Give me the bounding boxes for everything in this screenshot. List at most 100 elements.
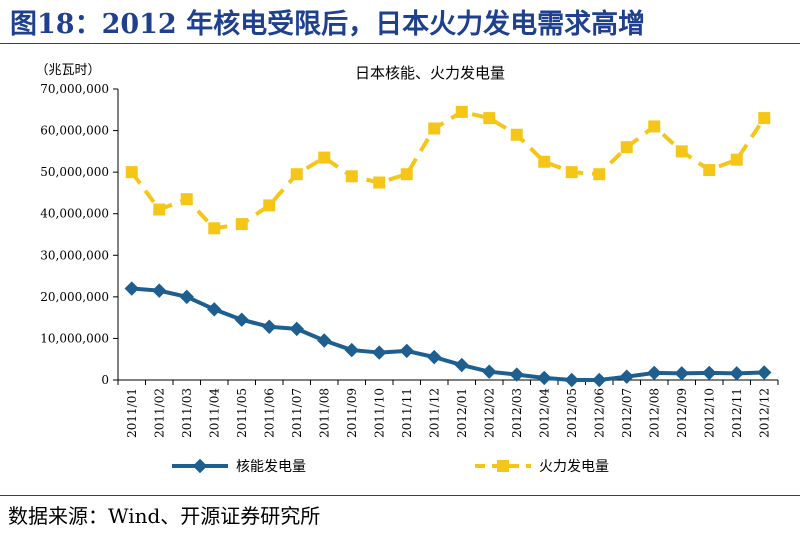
chart-title: 日本核能、火力发电量 [355,64,505,82]
data-point [537,370,552,386]
data-point [757,365,772,380]
data-point [234,312,249,327]
x-axis-ticks: 2011/01 2011/02 2011/03 2011/04 2011/05 2011/… [117,380,779,438]
x-tick-label: 2011/05 [235,388,249,438]
x-tick-label: 2011/07 [290,388,304,438]
data-point [318,151,331,164]
x-tick-label: 2011/06 [262,388,276,438]
x-tick-label: 2012/06 [592,388,606,438]
data-point [510,128,523,141]
data-point [124,281,139,296]
series-line [130,109,766,231]
data-point [730,153,743,166]
x-tick-label: 2012/04 [537,388,551,438]
line-chart: 日本核能、火力发电量 （兆瓦时） 0 10,000,000 20,000,000 30… [35,63,779,475]
data-point [372,345,387,360]
x-tick-label: 2012/09 [675,388,689,438]
x-tick-label: 2012/12 [757,388,771,438]
data-point [620,141,633,154]
x-tick-label: 2012/02 [482,388,496,438]
legend-item: 火力发电量 [475,459,609,475]
y-axis-label: （兆瓦时） [35,63,100,78]
data-point [125,166,138,179]
y-tick-label: 40,000,000 [40,207,109,221]
data-point [703,164,716,177]
title-divider [0,43,800,44]
data-point [262,319,277,334]
data-point [427,349,442,365]
data-point [482,364,497,379]
legend-label: 火力发电量 [539,459,609,475]
data-point [565,166,578,179]
data-point [152,283,167,298]
data-point [207,302,222,317]
x-tick-label: 2011/08 [317,388,331,438]
page-title: 图18：2012 年核电受限后，日本火力发电需求高增 [10,9,646,40]
y-tick-label: 0 [101,373,109,387]
data-point [317,333,332,348]
data-point [428,122,441,135]
y-tick-label: 60,000,000 [40,124,109,138]
y-tick-label: 50,000,000 [40,165,109,179]
data-point [373,176,386,189]
legend: 核能发电量 火力发电量 [172,458,609,475]
data-point [674,366,689,381]
data-point [619,369,634,384]
data-point [702,365,717,381]
x-tick-label: 2012/10 [702,388,716,438]
x-tick-label: 2011/04 [207,388,221,438]
series-nuclear [124,281,772,388]
x-tick-label: 2011/02 [152,388,166,438]
data-point [729,366,744,381]
y-tick-label: 30,000,000 [40,248,109,262]
y-tick-label: 20,000,000 [40,290,109,304]
x-tick-label: 2011/12 [427,388,441,438]
y-tick-label: 10,000,000 [40,331,109,345]
data-point [538,155,551,168]
data-point [675,145,688,158]
x-tick-label: 2012/08 [647,388,661,438]
x-tick-label: 2011/01 [125,388,139,438]
data-point [593,168,606,181]
x-tick-label: 2011/11 [400,388,414,438]
data-point [758,112,771,125]
data-point [153,203,166,216]
data-point [509,367,524,382]
x-tick-label: 2012/07 [620,388,634,438]
data-point [647,365,662,381]
data-point [454,357,469,373]
data-point [399,343,414,359]
axes [117,89,778,381]
x-tick-label: 2012/05 [565,388,579,438]
data-point [290,168,303,181]
legend-marker [192,458,208,474]
data-point [400,168,413,181]
legend-marker [497,460,509,472]
data-point [345,170,358,183]
x-tick-label: 2011/03 [180,388,194,438]
source-divider [0,495,800,496]
data-point [179,289,194,305]
x-tick-label: 2012/11 [730,388,744,438]
legend-label: 核能发电量 [236,459,306,475]
data-point [208,222,221,235]
data-point [564,372,579,388]
x-tick-label: 2012/03 [510,388,524,438]
data-point [180,193,193,206]
series-line [131,286,765,382]
legend-item: 核能发电量 [172,458,306,475]
x-tick-label: 2011/10 [372,388,386,438]
data-point [263,199,276,212]
data-point [289,321,304,337]
data-point [344,342,359,358]
data-point [483,112,496,125]
data-point [235,218,248,231]
y-axis-ticks: 0 10,000,000 20,000,000 30,000,000 40,000,00… [40,82,118,387]
series-layer [124,105,772,388]
series-thermal [125,105,771,235]
data-point [455,105,468,118]
data-point [648,120,661,133]
data-point [592,372,607,388]
y-tick-label: 70,000,000 [40,82,109,96]
x-tick-label: 2011/09 [345,388,359,438]
